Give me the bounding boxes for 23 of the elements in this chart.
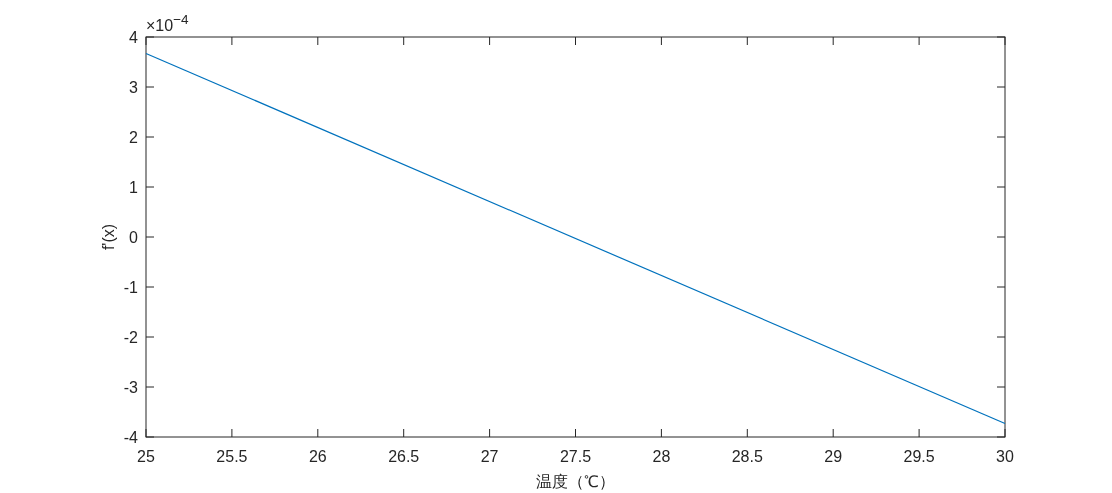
y-tick-label: 4 [129,29,139,46]
x-tick-label: 30 [996,448,1014,465]
x-tick-label: 26 [308,448,327,465]
x-axis-title: 温度（℃） [536,473,615,490]
x-tick-label: 25.5 [216,448,248,465]
x-tick-label: 27.5 [559,448,592,465]
y-tick-label: -4 [123,429,139,446]
y-tick-label: 1 [129,179,139,196]
x-tick-label: 29 [824,448,843,465]
x-tick-label: 28.5 [731,448,763,465]
y-tick-label: 0 [129,229,139,246]
x-tick-label: 28 [652,448,671,465]
y-tick-label: -1 [123,279,139,296]
y-tick-label: -2 [123,329,139,346]
x-tick-label: 25 [137,448,155,465]
x-tick-label: 26.5 [388,448,420,465]
x-tick-label: 29.5 [903,448,935,465]
y-axis-title: f'(x) [100,223,117,251]
x-tick-label: 27 [480,448,499,465]
y-tick-label: 3 [129,79,139,96]
text: ×10$^{−4}$ [146,11,190,34]
y-tick-label: 2 [129,129,139,146]
y-tick-label: -3 [123,379,139,396]
